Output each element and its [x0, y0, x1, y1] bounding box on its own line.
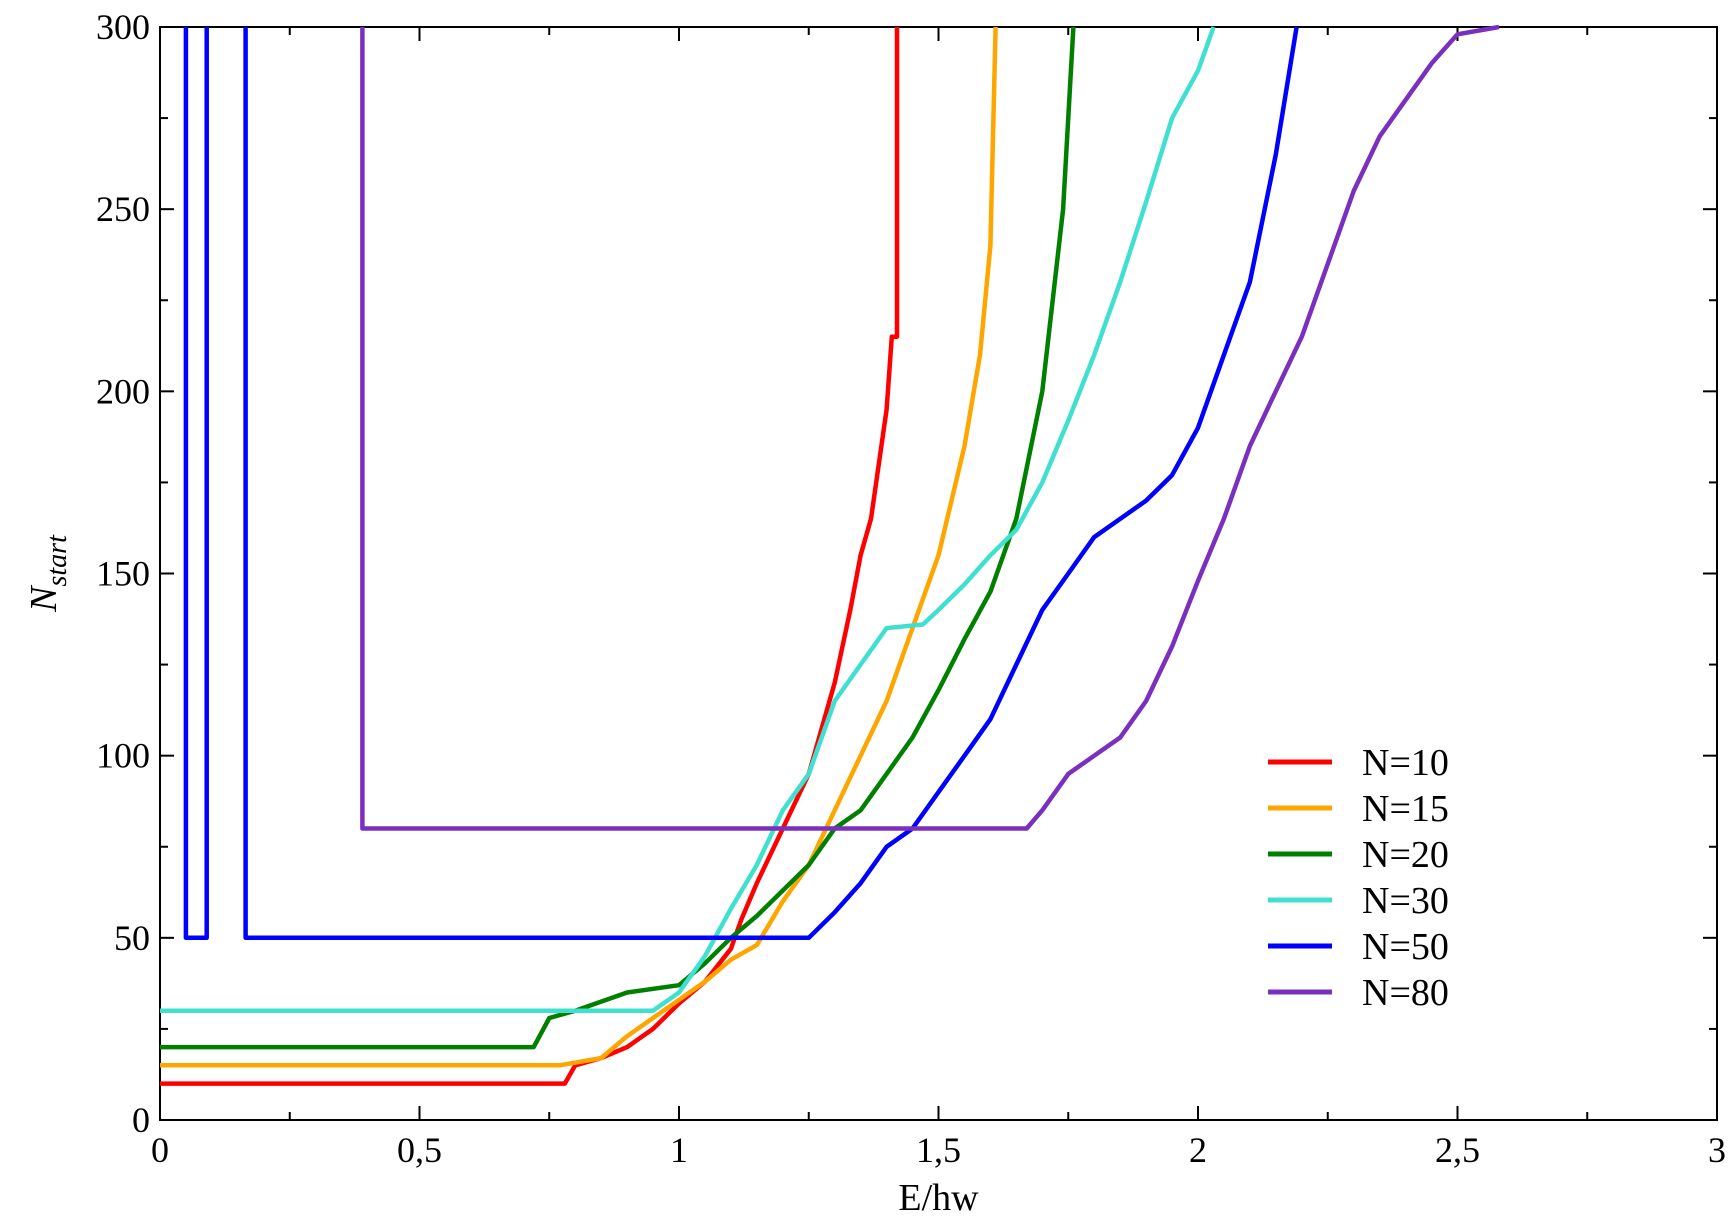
- series-line-n-30: [160, 26, 1216, 1013]
- y-tick-label: 0: [132, 1100, 150, 1140]
- x-tick-label: 2: [1189, 1130, 1207, 1170]
- legend-label: N=50: [1362, 926, 1449, 968]
- legend-label: N=20: [1362, 834, 1449, 876]
- series-line-n-50: [243, 26, 1299, 941]
- y-tick-label: 50: [114, 918, 150, 958]
- y-tick-label: 100: [96, 736, 150, 776]
- legend-label: N=10: [1362, 742, 1449, 784]
- series-line-n-20: [160, 26, 1076, 1050]
- legend-label: N=30: [1362, 880, 1449, 922]
- x-tick-label: 0,5: [397, 1130, 442, 1170]
- x-axis: 0 0,5 1 1,5 2 2,5 3: [151, 27, 1726, 1170]
- plot-border: [159, 26, 1718, 1121]
- y-tick-label: 300: [96, 7, 150, 47]
- legend-label: N=15: [1362, 788, 1449, 830]
- y-axis-title: Nstart: [23, 534, 73, 613]
- series-line-n-80: [360, 24, 1500, 831]
- y-axis-title-sub: start: [42, 534, 73, 587]
- x-axis-title: E/hw: [898, 1177, 979, 1219]
- y-tick-label: 200: [96, 371, 150, 411]
- series-line-n-15: [160, 26, 998, 1068]
- x-tick-label: 1,5: [916, 1130, 961, 1170]
- y-tick-label: 250: [96, 189, 150, 229]
- y-axis: 0 50 100 150 200 250 300: [96, 7, 1717, 1140]
- series-line-n-50: [183, 27, 209, 941]
- y-axis-title-main: N: [23, 584, 65, 613]
- legend-label: N=80: [1362, 972, 1449, 1014]
- x-tick-label: 3: [1708, 1130, 1726, 1170]
- legend: N=10N=15N=20N=30N=50N=80: [1268, 742, 1449, 1014]
- x-tick-label: 0: [151, 1130, 169, 1170]
- plot-frame: [159, 26, 1718, 1121]
- y-tick-label: 150: [96, 554, 150, 594]
- series-line-n-10: [160, 27, 900, 1086]
- series-layer: [160, 24, 1500, 1086]
- x-tick-label: 1: [670, 1130, 688, 1170]
- x-tick-label: 2,5: [1435, 1130, 1480, 1170]
